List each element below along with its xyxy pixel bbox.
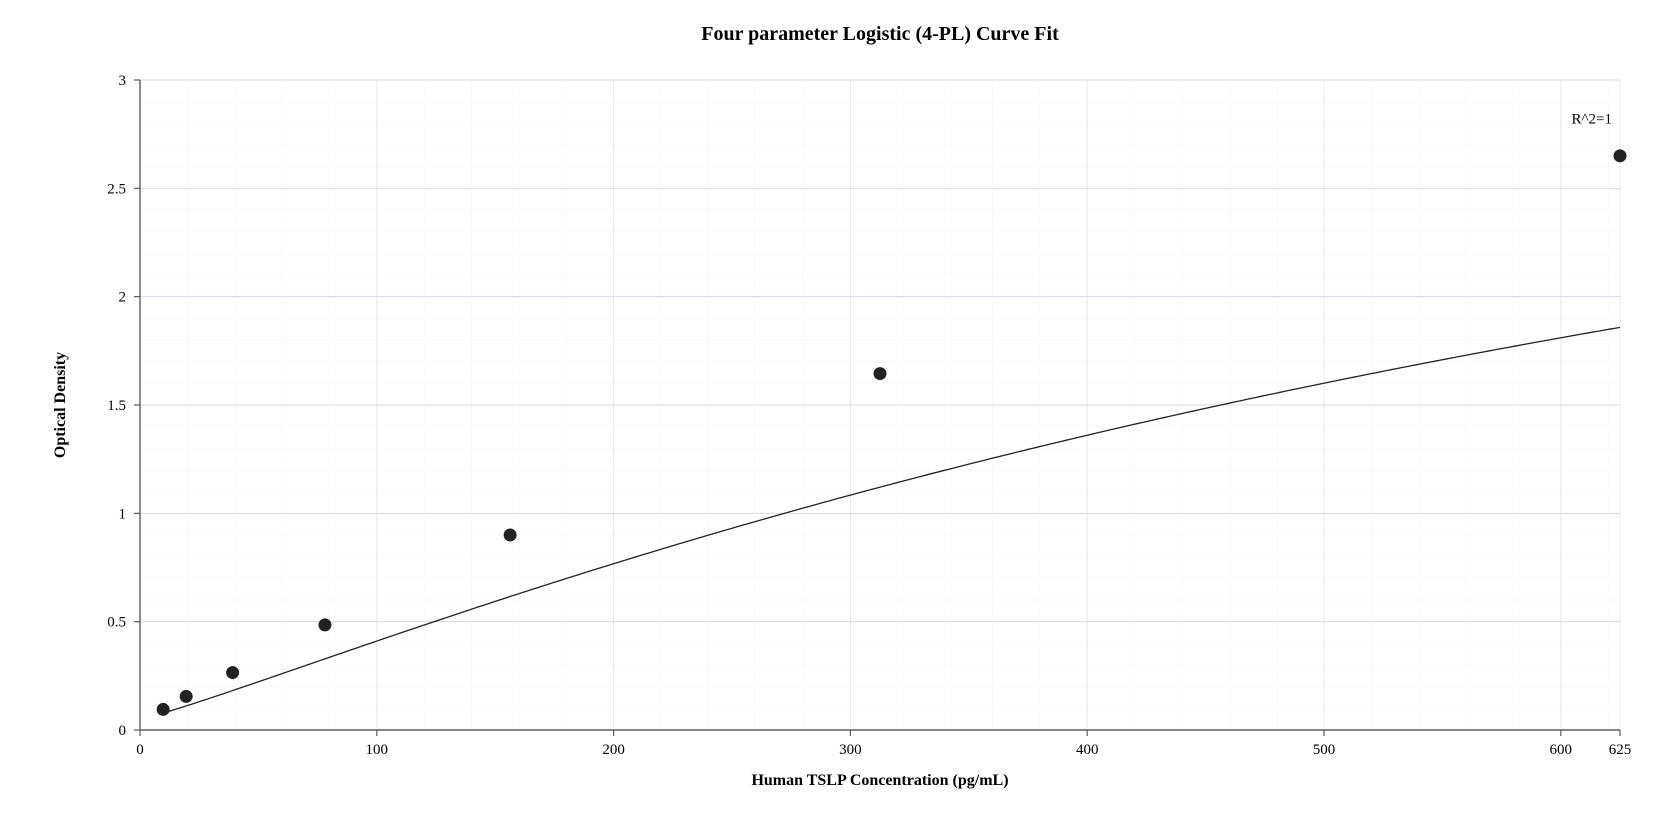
chart-container: 0 100 200 300 400 500 600 625 0 0.5 1 1.5 2 2.5 3 Four … xyxy=(0,0,1675,840)
data-point xyxy=(318,618,331,631)
x-axis-label: Human TSLP Concentration (pg/mL) xyxy=(751,772,1008,789)
y-tick-label: 0 xyxy=(119,723,127,739)
x-tick-label: 300 xyxy=(839,742,862,758)
y-tick-label: 2 xyxy=(119,290,127,306)
y-tick-label: 3 xyxy=(119,73,127,89)
data-point xyxy=(180,690,193,703)
data-point xyxy=(226,666,239,679)
chart-title: Four parameter Logistic (4-PL) Curve Fit xyxy=(701,23,1059,45)
chart-svg: 0 100 200 300 400 500 600 625 0 0.5 1 1.5 2 2.5 3 Four … xyxy=(0,0,1675,840)
chart-background xyxy=(0,0,1675,840)
data-point xyxy=(157,703,170,716)
y-tick-label: 1 xyxy=(119,506,127,522)
x-tick-label: 0 xyxy=(136,742,144,758)
x-tick-label: 200 xyxy=(602,742,625,758)
data-point xyxy=(1614,149,1627,162)
x-tick-label: 400 xyxy=(1076,742,1099,758)
y-axis-label: Optical Density xyxy=(52,352,69,458)
r-squared-annotation: R^2=1 xyxy=(1571,111,1612,127)
y-tick-label: 0.5 xyxy=(107,615,126,631)
data-point xyxy=(504,529,517,542)
y-tick-label: 1.5 xyxy=(107,398,126,414)
x-tick-label: 100 xyxy=(366,742,389,758)
x-tick-label: 600 xyxy=(1550,742,1573,758)
x-tick-label: 625 xyxy=(1609,742,1632,758)
x-tick-label: 500 xyxy=(1313,742,1336,758)
data-point xyxy=(874,367,887,380)
y-tick-label: 2.5 xyxy=(107,181,126,197)
